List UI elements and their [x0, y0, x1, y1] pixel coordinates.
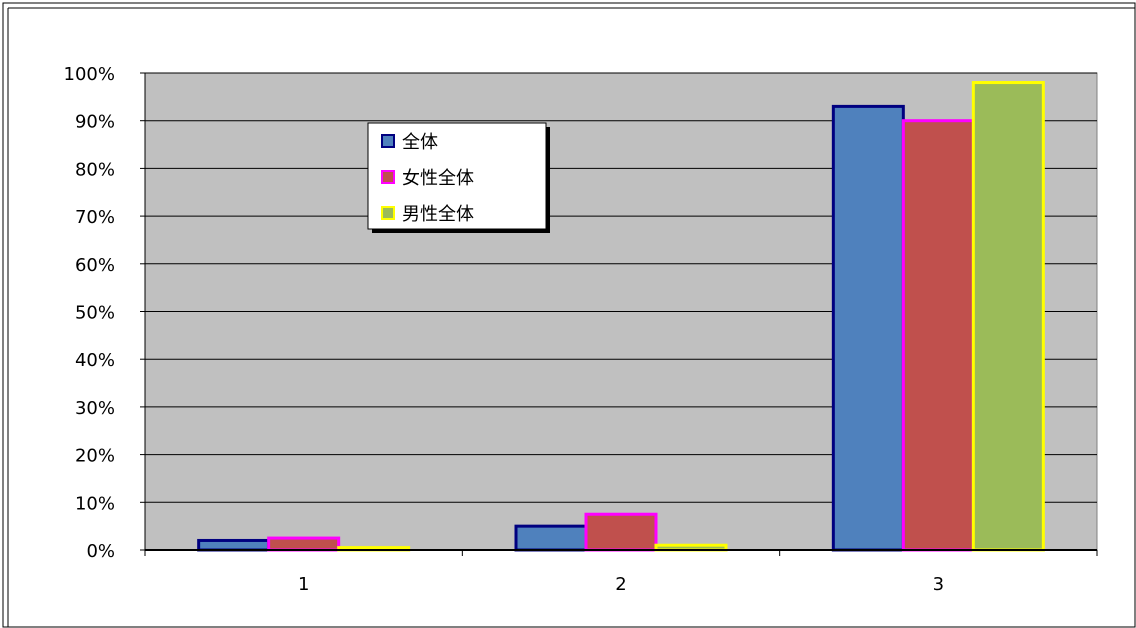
- y-tick-label: 100%: [64, 64, 115, 85]
- legend-swatch-series-1: [381, 134, 395, 148]
- x-tick-label: 2: [615, 574, 626, 595]
- y-tick-label: 0%: [86, 541, 115, 562]
- bar-series-1-cat-3: [831, 104, 905, 552]
- bar-series-2-cat-2: [584, 512, 658, 552]
- bar-series-3-cat-3: [971, 81, 1045, 552]
- bar-series-2-cat-3: [901, 119, 975, 552]
- y-tick-label: 20%: [75, 446, 115, 467]
- legend-box: [367, 122, 547, 230]
- y-tick-label: 50%: [75, 303, 115, 324]
- legend-swatch-series-2: [381, 170, 395, 184]
- y-tick-label: 80%: [75, 159, 115, 180]
- y-tick-label: 10%: [75, 493, 115, 514]
- y-tick-label: 30%: [75, 398, 115, 419]
- y-tick-label: 60%: [75, 255, 115, 276]
- x-tick-label: 3: [933, 574, 944, 595]
- y-axis: 0% 10% 20% 30% 40% 50% 60% 70% 80% 90% 100%: [64, 64, 146, 562]
- bar-series-1-cat-1: [197, 538, 271, 552]
- legend-label-series-3: 男性全体: [402, 204, 474, 225]
- y-tick-label: 40%: [75, 350, 115, 371]
- x-tick-label: 1: [298, 574, 309, 595]
- bar-series-1-cat-2: [514, 524, 588, 552]
- x-axis: 1 2 3: [144, 549, 1098, 595]
- bar-series-2-cat-1: [267, 536, 341, 552]
- legend-label-series-2: 女性全体: [402, 168, 474, 189]
- legend-swatch-series-3: [381, 206, 395, 220]
- y-tick-label: 70%: [75, 207, 115, 228]
- legend-label-series-1: 全体: [402, 132, 438, 153]
- y-tick-label: 90%: [75, 112, 115, 133]
- legend: 全体 女性全体 男性全体: [367, 122, 550, 233]
